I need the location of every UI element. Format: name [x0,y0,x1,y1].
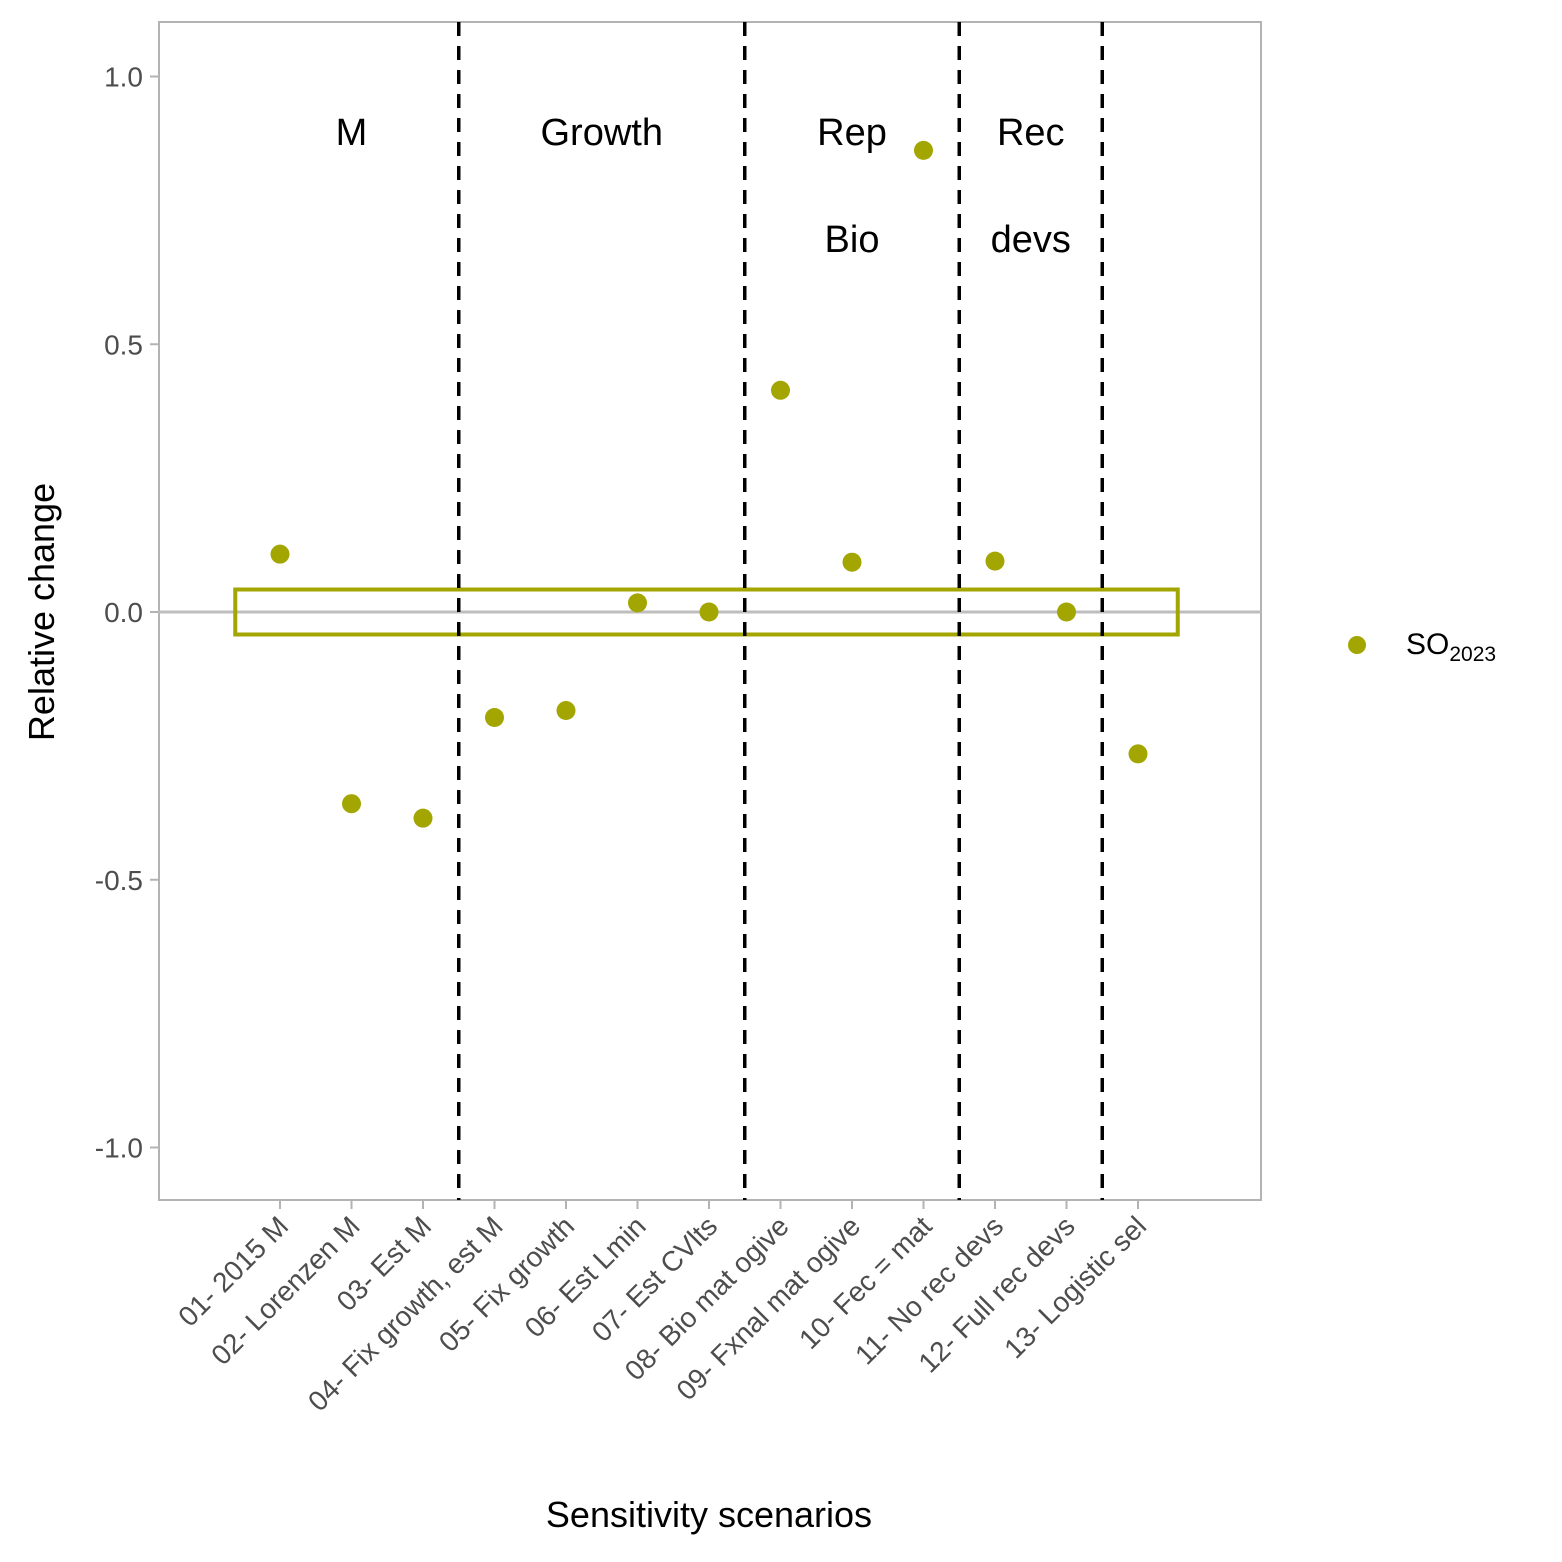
uncertainty-band [233,587,1180,637]
y-tick-label: 1.0 [104,62,143,93]
data-point [1128,744,1148,764]
data-point [914,140,933,160]
data-point [628,593,647,613]
data-point [270,544,290,564]
group-label: Growth [541,112,663,154]
y-axis-title: Relative change [21,483,62,741]
legend-label-main: SO [1406,628,1449,661]
legend-label: SO2023 [1406,628,1496,666]
group-label: Rec [997,112,1065,154]
y-tick-label: 0.0 [104,597,143,628]
group-label: M [336,112,368,154]
data-point [485,707,504,727]
x-axis-title: Sensitivity scenarios [546,1494,872,1535]
data-point [842,552,862,572]
y-tick-label: -1.0 [95,1133,143,1164]
data-point [556,701,576,721]
data-point [699,602,719,622]
legend: SO2023 [1348,628,1496,666]
legend-key [1348,636,1366,654]
data-point [413,808,433,828]
data-point [771,380,790,400]
plot-area: 1.00.50.0-0.5-1.001- 2015 M02- Lorenzen … [95,21,1262,1417]
y-tick-label: -0.5 [95,865,143,896]
data-point [1057,602,1076,622]
data-point [342,794,361,814]
group-label: Bio [825,219,880,261]
group-label: Rep [817,112,887,154]
legend-label-subscript: 2023 [1449,643,1496,666]
y-tick-label: 0.5 [104,329,143,360]
x-tick-label: 07- Est CVlts [586,1210,723,1347]
group-label: devs [991,219,1071,261]
data-point [985,551,1005,571]
